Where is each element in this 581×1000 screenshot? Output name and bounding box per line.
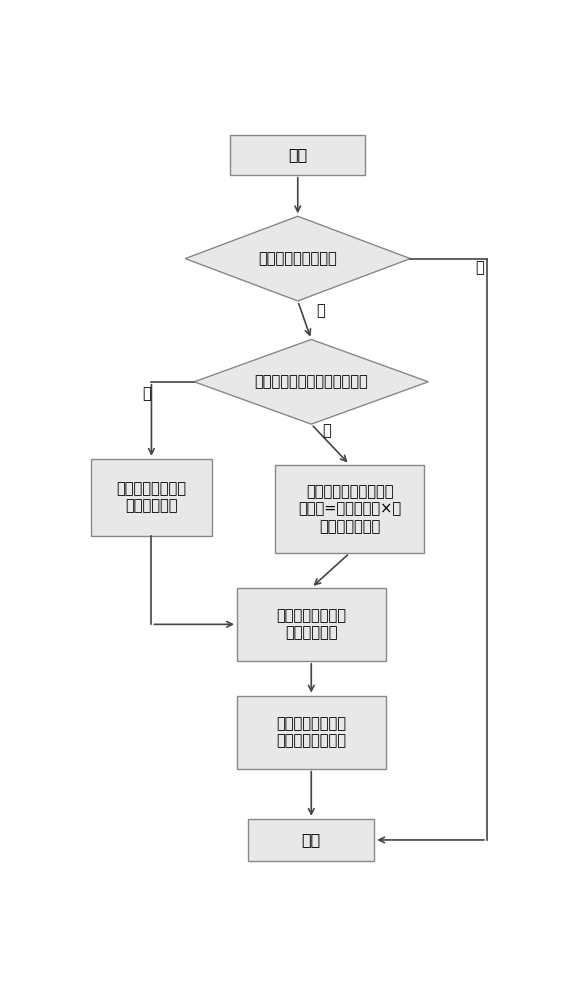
FancyBboxPatch shape [91, 459, 212, 536]
FancyBboxPatch shape [237, 588, 386, 661]
Text: 根据离合器滑差计
算离合器结合速度: 根据离合器滑差计 算离合器结合速度 [277, 716, 346, 748]
Text: 开始: 开始 [288, 147, 307, 162]
Text: 否: 否 [476, 260, 485, 275]
Text: 输入轴转速传感器发生故障？: 输入轴转速传感器发生故障？ [254, 374, 368, 389]
Text: 否: 否 [143, 386, 152, 401]
Text: 输入轴转速传感器信号
替代值=输出轴转速×变
速器在档传动比: 输入轴转速传感器信号 替代值=输出轴转速×变 速器在档传动比 [298, 484, 401, 534]
Text: 根据输入轴转速计
算离合器滑差: 根据输入轴转速计 算离合器滑差 [277, 608, 346, 641]
Text: 是: 是 [316, 303, 325, 318]
FancyBboxPatch shape [237, 696, 386, 769]
FancyBboxPatch shape [275, 465, 424, 553]
Text: 离合器在接合过程？: 离合器在接合过程？ [259, 251, 337, 266]
FancyBboxPatch shape [230, 135, 365, 175]
Polygon shape [185, 216, 410, 301]
Text: 结束: 结束 [302, 832, 321, 847]
Text: 是: 是 [322, 424, 331, 439]
Text: 继续使用输入轴转
速传感器信号: 继续使用输入轴转 速传感器信号 [116, 481, 187, 514]
Polygon shape [194, 339, 428, 424]
FancyBboxPatch shape [248, 819, 374, 861]
